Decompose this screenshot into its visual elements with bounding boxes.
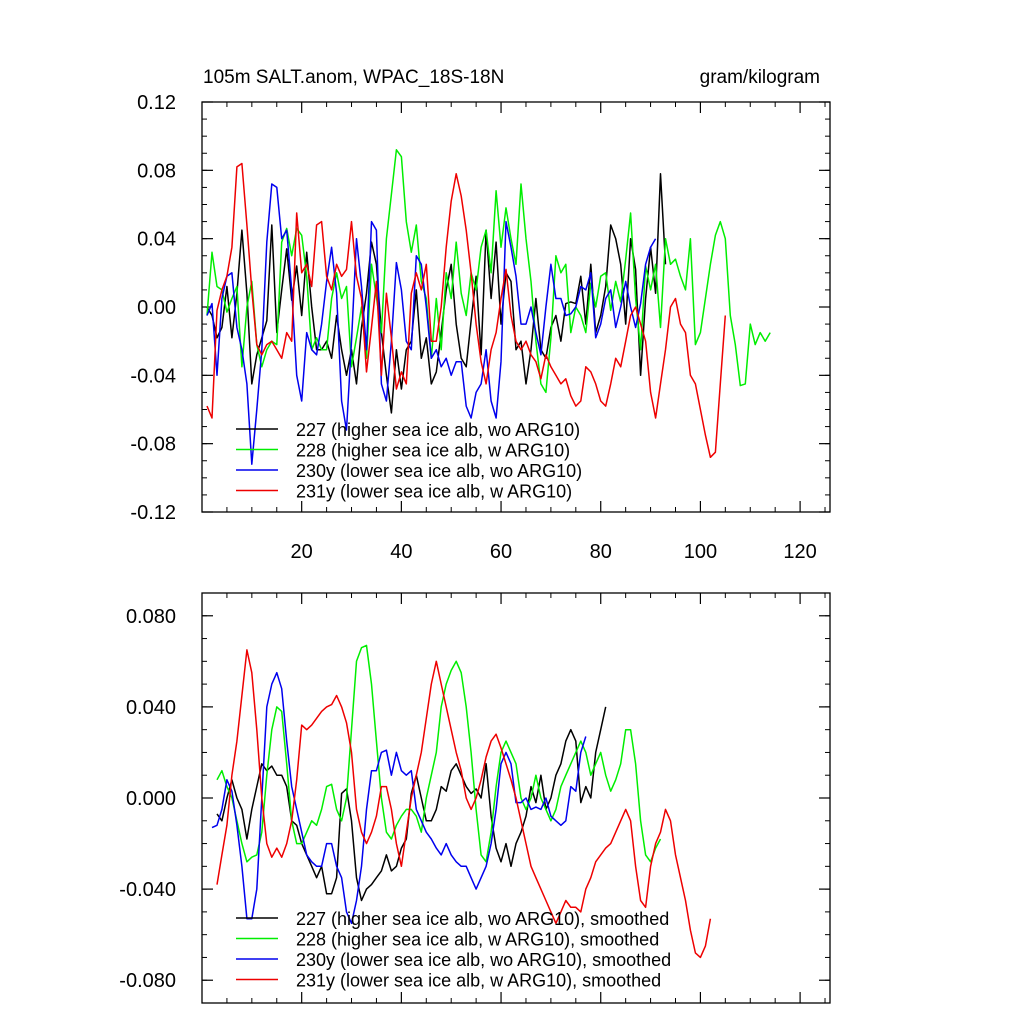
legend-label: 228 (higher sea ice alb, w ARG10) [296, 441, 570, 461]
y-tick-label: 0.000 [126, 788, 176, 810]
y-tick-label: 0.040 [126, 697, 176, 719]
legend-label: 227 (higher sea ice alb, wo ARG10) [296, 420, 580, 440]
units-label: gram/kilogram [700, 67, 820, 88]
legend-label: 227 (higher sea ice alb, wo ARG10), smoo… [296, 909, 669, 929]
x-tick-label: 60 [490, 541, 512, 563]
bottom-panel: -0.080 -0.040 0.000 0.040 0.080 227 (higher s… [119, 592, 831, 1004]
chart-title: 105m SALT.anom, WPAC_18S-18N [203, 67, 504, 88]
legend-label: 230y (lower sea ice alb, wo ARG10) [296, 461, 582, 481]
series-line [216, 649, 712, 959]
y-tick-label: -0.12 [130, 502, 176, 524]
legend-label: 231y (lower sea ice alb, w ARG10) [296, 482, 572, 502]
series-line [216, 644, 662, 863]
y-tick-label: -0.040 [119, 879, 176, 901]
y-tick-label: 0.12 [137, 92, 176, 114]
y-tick-label: 0.08 [137, 160, 176, 182]
y-tick-label: -0.080 [119, 970, 176, 992]
x-tick-label: 80 [590, 541, 612, 563]
top-panel: 105m SALT.anom, WPAC_18S-18N gram/kilogr… [130, 67, 831, 563]
y-tick-label: -0.08 [130, 434, 176, 456]
series-line [206, 162, 727, 459]
series-line [216, 706, 607, 902]
x-tick-label: 120 [783, 541, 816, 563]
legend-label: 228 (higher sea ice alb, w ARG10), smoot… [296, 930, 659, 950]
y-tick-label: 0.00 [137, 297, 176, 319]
x-tick-label: 100 [684, 541, 717, 563]
series-line [206, 183, 657, 465]
legend-label: 231y (lower sea ice alb, w ARG10), smoot… [296, 971, 661, 991]
x-tick-label: 40 [390, 541, 412, 563]
series-line [206, 149, 771, 394]
legend-label: 230y (lower sea ice alb, wo ARG10), smoo… [296, 950, 671, 970]
y-tick-label: -0.04 [130, 365, 176, 387]
y-tick-label: 0.04 [137, 229, 176, 251]
y-tick-label: 0.080 [126, 606, 176, 628]
series-line [206, 173, 667, 414]
x-tick-label: 20 [291, 541, 313, 563]
series-line [211, 671, 587, 925]
